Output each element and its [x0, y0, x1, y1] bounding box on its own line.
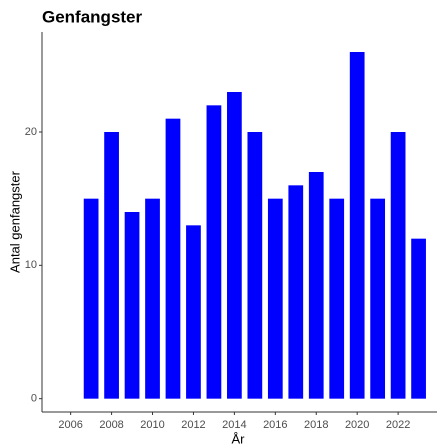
x-tick-label: 2008	[99, 419, 123, 431]
bar	[349, 52, 365, 399]
bar	[329, 198, 345, 399]
bar	[308, 172, 324, 399]
bar	[145, 198, 160, 399]
x-tick-label: 2018	[304, 419, 328, 431]
x-tick-label: 2010	[140, 419, 164, 431]
x-tick-label: 2012	[181, 419, 205, 431]
x-tick-label: 2014	[222, 419, 246, 431]
bar	[247, 132, 263, 399]
bar	[390, 132, 406, 399]
bar	[288, 185, 304, 399]
bar	[206, 105, 222, 399]
bar	[165, 118, 181, 399]
y-tick-label: 20	[25, 126, 37, 138]
y-tick-label: 10	[25, 259, 37, 271]
x-tick-label: 2016	[263, 419, 287, 431]
bar	[104, 132, 119, 399]
x-axis-title: År	[232, 431, 246, 446]
x-tick-label: 2006	[58, 419, 82, 431]
bar	[186, 225, 201, 399]
y-axis-title: Antal genfangster	[7, 170, 22, 273]
bar	[370, 198, 386, 399]
bar	[267, 198, 283, 399]
chart-title: Genfangster	[42, 7, 143, 26]
bar	[124, 212, 140, 399]
bar	[227, 92, 242, 399]
bar	[411, 238, 426, 399]
y-tick-label: 0	[31, 393, 37, 405]
x-tick-label: 2020	[345, 419, 369, 431]
bar	[83, 198, 99, 399]
x-tick-label: 2022	[386, 419, 410, 431]
